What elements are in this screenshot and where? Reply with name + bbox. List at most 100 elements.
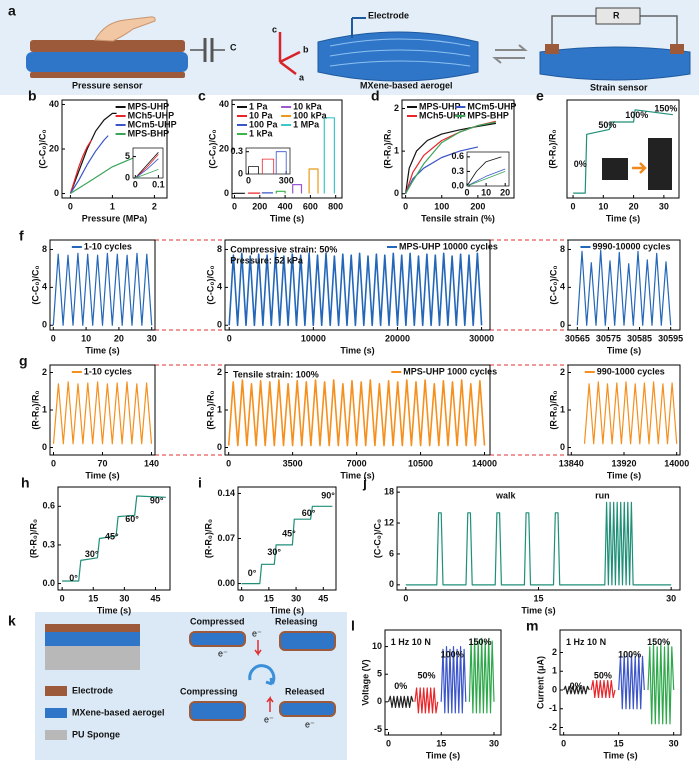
y-tick-label: 0.3	[230, 146, 243, 156]
annotation: 50%	[594, 670, 612, 680]
x-tick-label: 10500	[408, 458, 433, 468]
legend-label: 100 Pa	[249, 119, 279, 129]
x-tick-label: 200	[252, 201, 267, 211]
panel-label: k	[8, 613, 16, 629]
y-tick-label: 2	[552, 647, 557, 657]
x-tick-label: 20	[114, 333, 124, 343]
legend-label: MCh5-UHP	[128, 110, 175, 120]
photo-inset	[602, 158, 628, 180]
annotation: 100%	[618, 649, 641, 659]
legend-label: 1 kPa	[249, 128, 274, 138]
series-line	[583, 381, 678, 445]
x-tick-label: 0	[561, 738, 566, 748]
electrode-pad	[670, 44, 684, 54]
series-line	[227, 379, 486, 447]
x-tick-label: 0	[68, 201, 73, 211]
x-tick-label: 45	[318, 593, 328, 603]
plot-frame	[566, 99, 680, 199]
x-tick-label: 30	[291, 593, 301, 603]
series-line	[69, 139, 92, 194]
x-tick-label: 0	[246, 175, 251, 185]
y-tick-label: 12	[384, 517, 394, 527]
y-tick-label: 20	[49, 143, 59, 153]
y-tick-label: -1	[549, 703, 557, 713]
annotation: 30°	[85, 549, 99, 559]
x-tick-label: 30	[669, 738, 679, 748]
plot-frame	[466, 151, 510, 187]
legend-swatch	[45, 686, 67, 696]
y-axis-label: (C-C₀)/C₀	[372, 519, 382, 558]
plot-frame	[384, 629, 502, 736]
y-tick-label: 1	[560, 404, 565, 414]
legend-label: 990-1000 cycles	[597, 366, 665, 376]
exchange-arrows	[492, 44, 528, 64]
y-tick-label: 0	[394, 188, 399, 198]
series-line	[466, 171, 506, 187]
legend-label: MPS-BHP	[467, 110, 509, 120]
strain-block	[539, 46, 691, 81]
y-tick-label: 20	[219, 143, 229, 153]
x-tick-label: 0	[386, 738, 391, 748]
series-line	[466, 168, 506, 187]
series-line	[69, 135, 109, 194]
resistor	[595, 7, 641, 25]
legend-label: MCm5-UHP	[128, 119, 177, 129]
panel-label: c	[198, 88, 206, 104]
x-axis-label: Time (s)	[270, 605, 304, 615]
annotation: 30°	[267, 547, 281, 557]
y-axis-label: (C-C₀)/C₀	[207, 129, 217, 168]
annotation: 50%	[417, 670, 435, 680]
series-line	[387, 695, 414, 708]
legend-label: 100 kPa	[293, 110, 328, 120]
sponge-layer	[45, 646, 140, 670]
x-tick-label: 0	[51, 458, 56, 468]
x-axis-label: Time (s)	[340, 345, 374, 355]
panel-label: i	[198, 475, 202, 491]
y-tick-label: 0.6	[451, 151, 464, 161]
y-tick-label: 0	[389, 579, 394, 589]
electrode-layer	[30, 72, 185, 78]
x-tick-label: 14000	[664, 458, 689, 468]
x-tick-label: 45	[150, 593, 160, 603]
legend-text: PU Sponge	[72, 729, 120, 739]
plot-frame	[224, 239, 491, 331]
pressure-sensor-label: Pressure sensor	[72, 80, 143, 90]
x-tick-label: 15	[264, 593, 274, 603]
panel-label: b	[28, 88, 37, 104]
annotation: walk	[495, 491, 517, 501]
y-tick-label: 8	[217, 244, 222, 254]
plot-frame	[559, 629, 682, 736]
legend-label: MPS-UHP	[419, 101, 461, 111]
annotation: 150%	[647, 637, 670, 647]
y-tick-label: 1	[217, 404, 222, 414]
x-tick-label: 30	[147, 333, 157, 343]
series-line	[466, 156, 502, 187]
legend-label: 10 kPa	[293, 101, 323, 111]
electron-label: e⁻	[264, 714, 274, 724]
x-tick-label: 20000	[385, 333, 410, 343]
y-tick-label: 0.0	[42, 578, 55, 588]
annotation: run	[595, 491, 610, 501]
series-line	[135, 152, 159, 179]
x-tick-label: 10	[481, 187, 491, 197]
series-line	[135, 169, 159, 179]
x-tick-label: 0	[403, 593, 408, 603]
y-tick-label: 0	[217, 320, 222, 330]
panel-label: m	[526, 618, 538, 634]
legend-label: MPS-UHP	[128, 101, 170, 111]
y-axis-label: Voltage (V)	[360, 659, 370, 705]
x-axis-label: Time (s)	[340, 470, 374, 480]
x-tick-label: 15	[88, 593, 98, 603]
x-axis-label: Time (s)	[85, 345, 119, 355]
series-line	[241, 505, 333, 585]
y-tick-label: 4	[560, 282, 565, 292]
series-line	[323, 117, 335, 194]
panel-label: l	[351, 618, 355, 634]
y-tick-label: 0.07	[217, 533, 235, 543]
x-tick-label: 30	[119, 593, 129, 603]
y-tick-label: 5	[125, 151, 130, 161]
plot-frame	[57, 486, 171, 591]
x-axis-label: Time (s)	[426, 750, 460, 760]
series-line	[405, 121, 497, 194]
